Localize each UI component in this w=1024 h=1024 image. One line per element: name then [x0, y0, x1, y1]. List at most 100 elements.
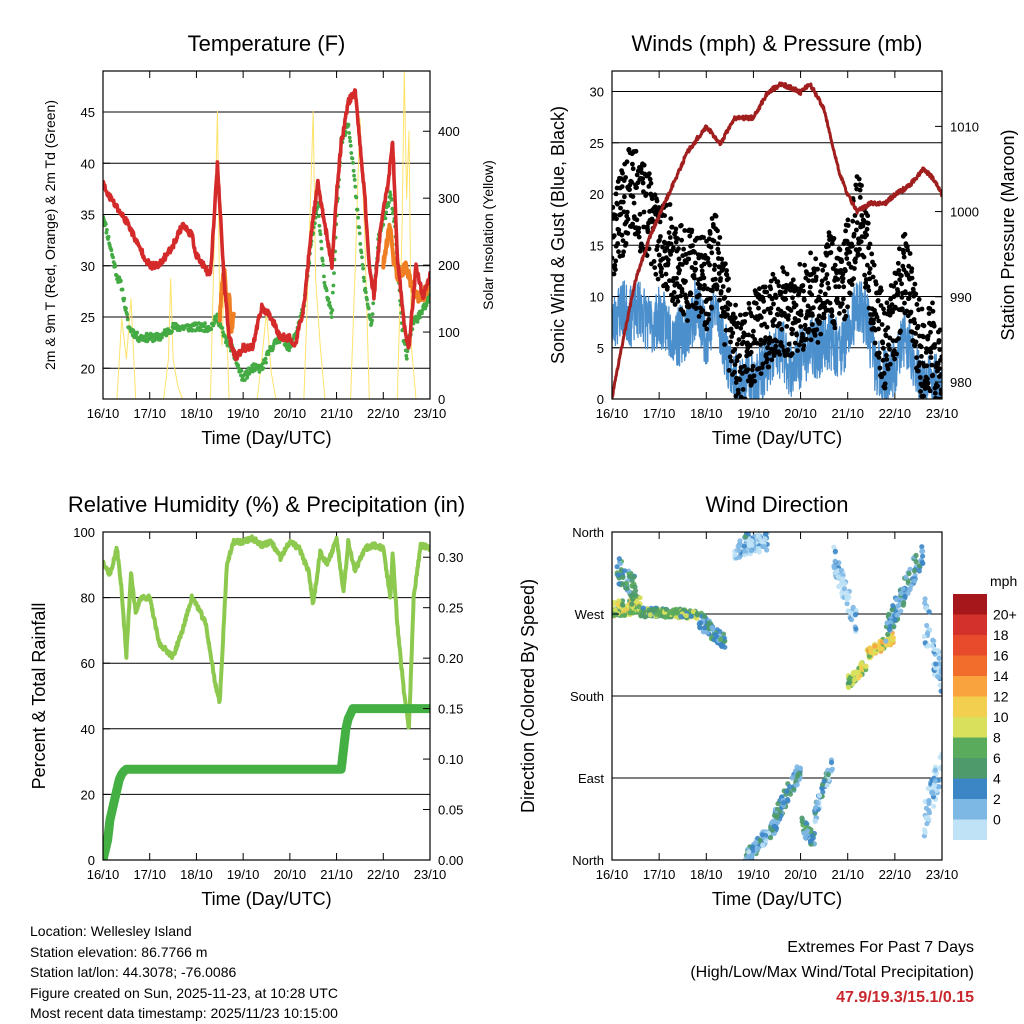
gust-point — [751, 340, 757, 346]
wind-direction-point — [925, 643, 931, 649]
gust-point — [840, 271, 846, 277]
wind-direction-point — [832, 558, 838, 564]
wind-direction-point — [926, 797, 932, 804]
wind-direction-point — [698, 620, 704, 626]
gust-point — [660, 244, 665, 250]
gust-point — [780, 265, 785, 271]
temperature-x-tick-label: 17/10 — [133, 406, 166, 421]
gust-point — [724, 268, 729, 273]
gust-point — [904, 308, 910, 314]
dewpoint-point — [220, 326, 225, 330]
gust-point — [649, 196, 655, 202]
gust-point — [678, 293, 684, 299]
gust-point — [629, 180, 635, 185]
gust-point — [646, 171, 652, 177]
wind-direction-point — [821, 778, 827, 784]
gust-point — [899, 295, 905, 300]
gust-point — [750, 363, 756, 369]
wind-direction-point — [620, 574, 626, 581]
gust-point — [883, 333, 889, 339]
dewpoint-point — [135, 330, 140, 335]
gust-point — [779, 290, 784, 295]
gust-point — [618, 205, 623, 211]
gust-point — [857, 195, 863, 200]
gust-point — [790, 277, 796, 283]
humidity-right-tick-label: 0.30 — [438, 550, 463, 565]
gust-point — [821, 311, 827, 317]
wind-direction-point — [741, 543, 748, 549]
dewpoint-point — [105, 228, 109, 232]
gust-point — [790, 327, 796, 333]
gust-point — [892, 356, 897, 362]
gust-point — [751, 328, 756, 334]
gust-point — [735, 320, 741, 326]
humidity-right-tick-label: 0.20 — [438, 651, 463, 666]
wind-direction-point — [886, 611, 892, 617]
wind-direction-point — [939, 751, 942, 757]
gust-point — [678, 223, 684, 228]
gust-point — [783, 296, 789, 302]
humidity-left-tick-label: 100 — [73, 525, 95, 540]
gust-point — [938, 357, 942, 363]
gust-point — [841, 284, 847, 290]
gust-point — [851, 231, 857, 237]
gust-point — [718, 276, 723, 281]
wind-direction-point — [906, 570, 912, 577]
gust-point — [835, 300, 841, 305]
gust-point — [818, 289, 823, 294]
gust-point — [790, 295, 795, 301]
gust-point — [936, 338, 942, 343]
gust-point — [737, 353, 742, 358]
gust-point — [839, 301, 845, 307]
gust-point — [740, 371, 745, 376]
gust-point — [867, 266, 873, 272]
gust-point — [766, 350, 772, 356]
dewpoint-point — [318, 229, 322, 233]
gust-point — [764, 289, 770, 295]
gust-point — [893, 304, 898, 310]
gust-point — [876, 326, 881, 332]
wind-direction-point — [808, 838, 814, 844]
gust-point — [924, 363, 930, 369]
gust-point — [747, 342, 753, 348]
gust-point — [832, 325, 838, 331]
location-text: Location: Wellesley Island — [30, 923, 192, 939]
gust-point — [874, 314, 880, 320]
winds-x-tick-label: 18/10 — [690, 406, 723, 421]
gust-point — [625, 230, 631, 236]
gust-point — [876, 355, 882, 360]
wind-direction-point — [913, 559, 919, 565]
temperature-x-tick-label: 18/10 — [180, 406, 213, 421]
dewpoint-point — [209, 327, 214, 332]
gust-point — [809, 292, 815, 298]
dewpoint-point — [363, 286, 368, 291]
wind-direction-point — [694, 612, 700, 618]
gust-point — [847, 249, 853, 255]
wind-direction-point — [653, 611, 660, 617]
gust-point — [659, 273, 665, 279]
wind-direction-point — [831, 544, 837, 550]
humidity-x-tick-label: 23/10 — [414, 867, 447, 882]
gust-point — [819, 278, 825, 284]
colorbar-swatch — [953, 737, 987, 758]
gust-point — [795, 348, 800, 353]
gust-point — [802, 262, 807, 268]
wind-direction-point — [760, 842, 766, 849]
gust-point — [644, 191, 649, 197]
temperature-right-tick-label: 100 — [438, 325, 460, 340]
gust-point — [777, 321, 782, 326]
gust-point — [683, 295, 689, 301]
gust-point — [813, 274, 819, 280]
gust-point — [773, 343, 779, 349]
wind-direction-point — [805, 828, 811, 834]
gust-point — [740, 387, 746, 392]
wind-direction-point — [844, 590, 850, 596]
gust-point — [639, 243, 645, 249]
gust-point — [668, 216, 674, 222]
colorbar-label: 6 — [993, 750, 1001, 766]
gust-point — [871, 317, 876, 323]
colorbar-label: 0 — [993, 812, 1001, 828]
wind-direction-point — [627, 610, 633, 616]
wind-direction-point — [922, 600, 928, 606]
gust-point — [914, 355, 919, 360]
